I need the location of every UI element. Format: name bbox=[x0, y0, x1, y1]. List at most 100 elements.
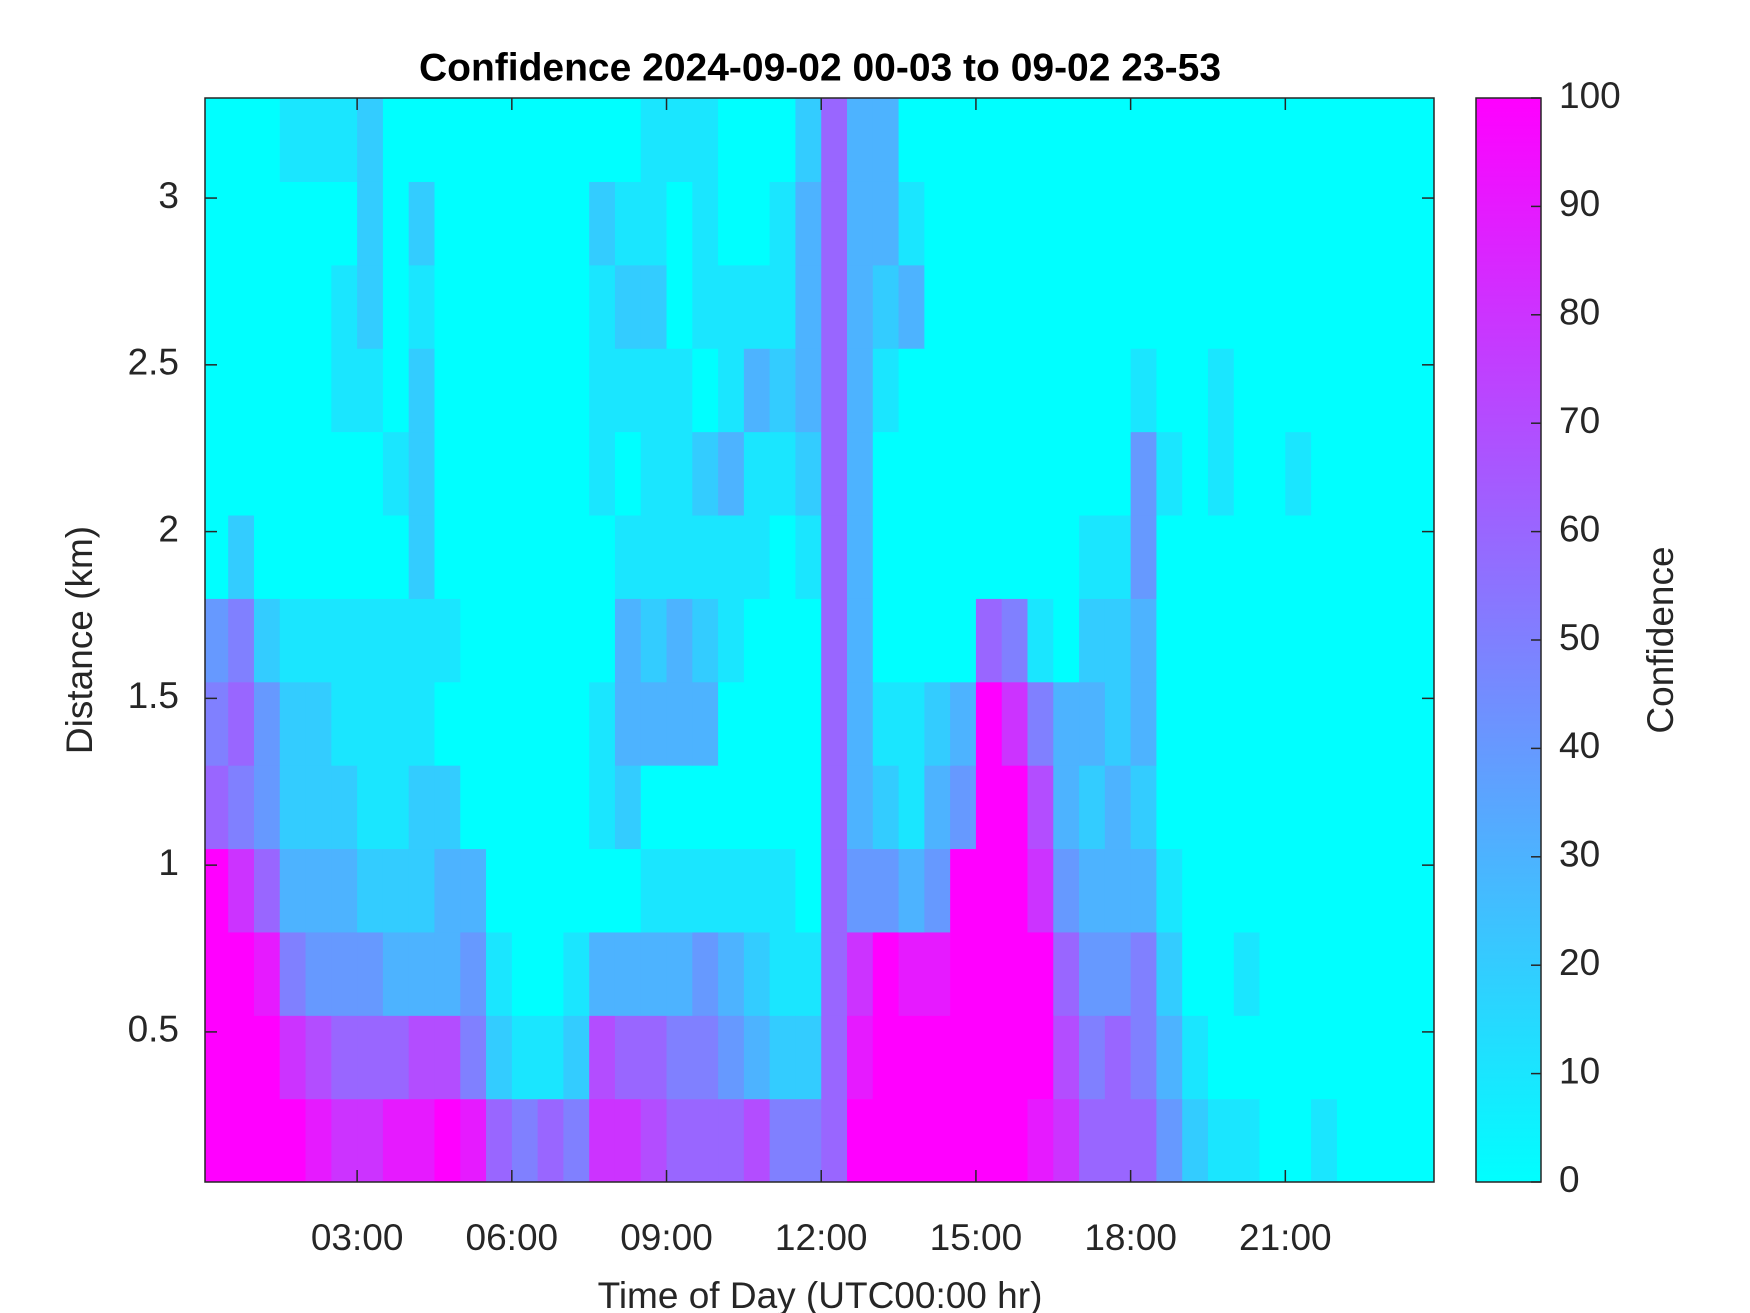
heatmap-cell bbox=[253, 1015, 281, 1100]
heatmap-cell bbox=[1207, 1098, 1235, 1182]
heatmap-cell bbox=[205, 431, 229, 516]
heatmap-cell bbox=[872, 181, 900, 266]
heatmap-cell bbox=[718, 598, 745, 683]
heatmap-cell bbox=[1388, 931, 1415, 1016]
heatmap-cell bbox=[253, 848, 281, 933]
heatmap-cell bbox=[589, 348, 616, 433]
heatmap-cell bbox=[511, 598, 539, 683]
heatmap-cell bbox=[614, 765, 642, 850]
colorbar-tick-label: 30 bbox=[1559, 834, 1600, 875]
heatmap-cell bbox=[898, 181, 925, 266]
heatmap-cell bbox=[1156, 848, 1183, 933]
heatmap-cell bbox=[1388, 431, 1415, 516]
heatmap-cell bbox=[614, 98, 642, 182]
heatmap-cell bbox=[589, 181, 616, 266]
heatmap-cell bbox=[537, 598, 564, 683]
heatmap-cell bbox=[1001, 1015, 1029, 1100]
heatmap-cell bbox=[743, 1098, 771, 1182]
heatmap-cell bbox=[253, 431, 281, 516]
heatmap-cell bbox=[205, 1098, 229, 1182]
heatmap-cell bbox=[692, 181, 719, 266]
heatmap-cell bbox=[795, 181, 822, 266]
heatmap-cell bbox=[434, 1098, 461, 1182]
heatmap-cell bbox=[1053, 181, 1080, 266]
heatmap-cell bbox=[975, 514, 1003, 599]
heatmap-cell bbox=[305, 598, 332, 683]
heatmap-cell bbox=[486, 598, 513, 683]
heatmap-cell bbox=[795, 264, 822, 349]
heatmap-cell bbox=[1027, 348, 1054, 433]
heatmap-cell bbox=[872, 848, 900, 933]
heatmap-cell bbox=[1285, 931, 1312, 1016]
heatmap-cell bbox=[305, 681, 332, 766]
heatmap-cell bbox=[434, 598, 461, 683]
heatmap-cell bbox=[666, 931, 693, 1016]
heatmap-cell bbox=[1182, 931, 1209, 1016]
heatmap-cell bbox=[692, 431, 719, 516]
heatmap-cell bbox=[1053, 681, 1080, 766]
heatmap-cell bbox=[950, 348, 977, 433]
heatmap-cell bbox=[408, 1015, 436, 1100]
heatmap-cell bbox=[205, 514, 229, 599]
heatmap-cell bbox=[305, 931, 332, 1016]
heatmap-cell bbox=[743, 681, 771, 766]
heatmap-cell bbox=[1414, 1098, 1434, 1182]
heatmap bbox=[205, 98, 1434, 1182]
heatmap-cell bbox=[924, 681, 951, 766]
y-tick-label: 1 bbox=[158, 842, 179, 883]
heatmap-cell bbox=[1362, 598, 1390, 683]
heatmap-cell bbox=[1311, 98, 1338, 182]
heatmap-cell bbox=[228, 264, 255, 349]
heatmap-cell bbox=[1233, 98, 1261, 182]
heatmap-cell bbox=[382, 1098, 410, 1182]
heatmap-cell bbox=[847, 431, 874, 516]
heatmap-cell bbox=[1053, 1015, 1080, 1100]
heatmap-cell bbox=[1027, 598, 1054, 683]
heatmap-cell bbox=[975, 1015, 1003, 1100]
heatmap-cell bbox=[382, 765, 410, 850]
heatmap-cell bbox=[950, 98, 977, 182]
heatmap-cell bbox=[1388, 514, 1415, 599]
heatmap-cell bbox=[692, 1015, 719, 1100]
heatmap-cell bbox=[1001, 514, 1029, 599]
heatmap-cell bbox=[1104, 1015, 1132, 1100]
heatmap-cell bbox=[743, 765, 771, 850]
heatmap-cell bbox=[537, 765, 564, 850]
heatmap-cell bbox=[898, 431, 925, 516]
heatmap-cell bbox=[279, 1015, 307, 1100]
heatmap-cell bbox=[460, 348, 487, 433]
heatmap-cell bbox=[331, 931, 358, 1016]
heatmap-cell bbox=[460, 181, 487, 266]
heatmap-cell bbox=[1104, 681, 1132, 766]
heatmap-cell bbox=[769, 848, 797, 933]
heatmap-cell bbox=[795, 514, 822, 599]
heatmap-cell bbox=[1182, 1098, 1209, 1182]
heatmap-cell bbox=[872, 98, 900, 182]
heatmap-cell bbox=[1362, 765, 1390, 850]
heatmap-cell bbox=[1130, 514, 1158, 599]
heatmap-cell bbox=[511, 264, 539, 349]
heatmap-cell bbox=[1156, 431, 1183, 516]
heatmap-cell bbox=[743, 348, 771, 433]
heatmap-cell bbox=[563, 848, 590, 933]
heatmap-cell bbox=[1336, 264, 1364, 349]
heatmap-cell bbox=[1156, 348, 1183, 433]
heatmap-cell bbox=[1027, 264, 1054, 349]
heatmap-cell bbox=[898, 348, 925, 433]
heatmap-cell bbox=[847, 514, 874, 599]
heatmap-cell bbox=[1156, 1015, 1183, 1100]
heatmap-cell bbox=[1079, 1015, 1106, 1100]
heatmap-cell bbox=[305, 431, 332, 516]
x-axis-label: Time of Day (UTC00:00 hr) bbox=[598, 1275, 1043, 1313]
heatmap-cell bbox=[1027, 931, 1054, 1016]
heatmap-cell bbox=[1001, 598, 1029, 683]
heatmap-cell bbox=[821, 514, 848, 599]
heatmap-cell bbox=[460, 848, 487, 933]
heatmap-cell bbox=[795, 348, 822, 433]
heatmap-cell bbox=[1207, 514, 1235, 599]
heatmap-cell bbox=[847, 181, 874, 266]
heatmap-cell bbox=[1388, 1098, 1415, 1182]
heatmap-cell bbox=[563, 765, 590, 850]
heatmap-cell bbox=[847, 765, 874, 850]
